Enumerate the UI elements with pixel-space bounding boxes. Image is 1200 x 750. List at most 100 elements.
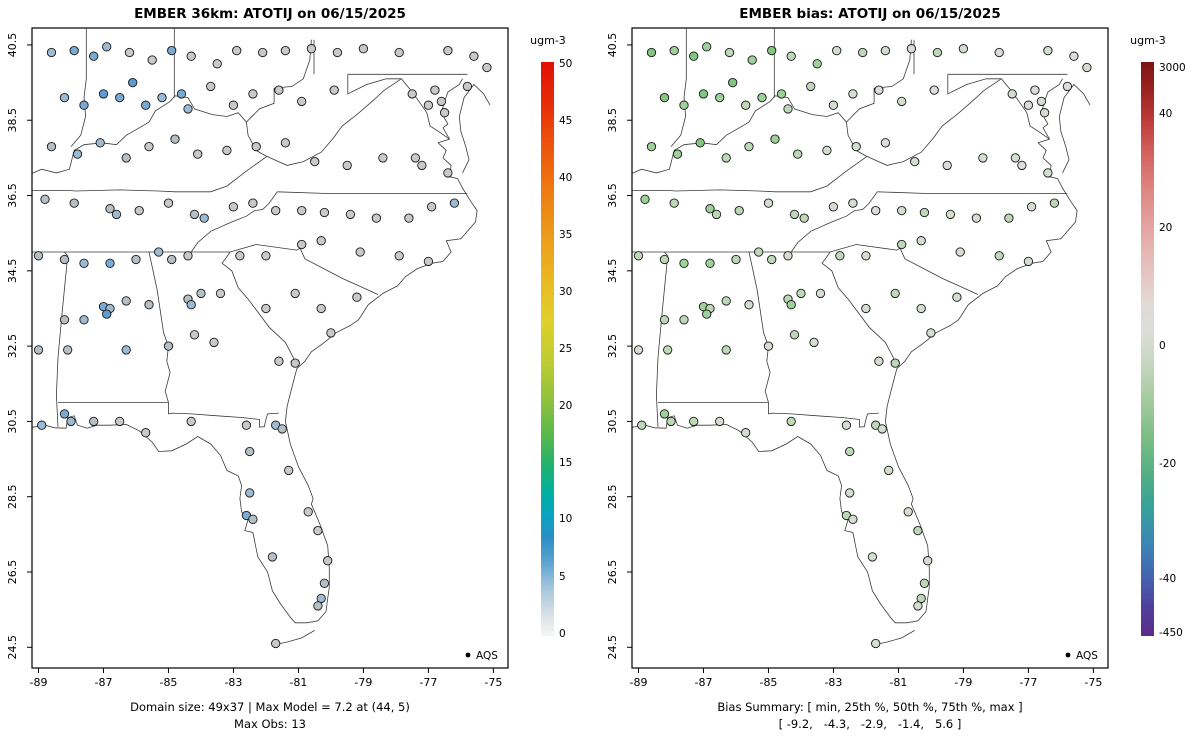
obs-point: [786, 51, 796, 61]
y-axis-tick-label: 26.5: [6, 560, 19, 585]
plot-box: [631, 27, 1109, 669]
obs-point: [228, 100, 239, 110]
obs-point: [715, 92, 725, 103]
obs-point: [212, 59, 222, 69]
obs-point: [329, 85, 339, 95]
state-border-line: [1058, 83, 1091, 174]
plot-box: [31, 27, 509, 669]
y-axis-tick-label: 28.5: [606, 484, 619, 509]
state-border-line: [458, 83, 491, 174]
obs-point: [783, 251, 793, 261]
obs-point: [731, 254, 741, 265]
state-border-line: [670, 28, 687, 147]
obs-point: [482, 62, 492, 73]
obs-point: [59, 254, 70, 265]
obs-point: [741, 100, 751, 110]
obs-point: [245, 446, 255, 457]
obs-point: [345, 209, 356, 220]
obs-point: [796, 288, 806, 299]
obs-point: [167, 45, 177, 56]
obs-point: [971, 213, 982, 223]
obs-point: [183, 251, 193, 261]
obs-point: [916, 236, 926, 246]
obs-point: [679, 100, 689, 110]
obs-point: [689, 416, 699, 427]
obs-point: [679, 258, 689, 268]
obs-point: [290, 288, 300, 299]
obs-point: [890, 358, 900, 368]
obs-point: [228, 202, 239, 212]
obs-point: [313, 525, 323, 536]
colorbar-title: ugm-3: [530, 34, 566, 47]
obs-point: [59, 92, 70, 103]
obs-point: [462, 81, 473, 92]
obs-point: [1023, 100, 1034, 110]
obs-point: [672, 149, 683, 159]
obs-point: [439, 108, 450, 118]
obs-point: [841, 420, 852, 430]
state-border-line: [221, 251, 296, 362]
obs-point: [994, 251, 1004, 261]
obs-point: [851, 141, 861, 152]
obs-point: [919, 207, 930, 218]
obs-point: [871, 205, 881, 216]
obs-point: [69, 45, 79, 56]
obs-point: [59, 315, 70, 325]
obs-point: [747, 55, 757, 65]
obs-point: [355, 247, 365, 257]
obs-point: [167, 254, 177, 265]
obs-point: [69, 198, 79, 208]
obs-point: [659, 254, 670, 265]
aqs-legend: AQS: [465, 650, 498, 662]
obs-point: [297, 239, 307, 250]
obs-point: [913, 601, 923, 611]
state-border-line: [70, 28, 87, 147]
y-axis-tick-label: 40.5: [6, 33, 19, 58]
obs-point: [763, 341, 774, 351]
obs-point: [176, 89, 187, 99]
obs-point: [33, 345, 44, 355]
x-axis-tick-label: -83: [824, 676, 842, 689]
obs-point: [994, 47, 1004, 58]
obs-point: [978, 153, 988, 163]
obs-point: [37, 420, 47, 430]
x-axis-tick-label: -79: [954, 676, 972, 689]
x-axis-tick-label: -89: [630, 676, 648, 689]
obs-point: [955, 247, 965, 257]
obs-point: [417, 160, 427, 171]
obs-point: [232, 45, 242, 56]
obs-point: [659, 409, 670, 419]
y-axis-tick-label: 30.5: [6, 409, 19, 434]
state-border-line: [791, 244, 979, 295]
state-border-line: [272, 630, 315, 646]
obs-point: [633, 345, 644, 355]
y-axis-tick-label: 36.5: [606, 183, 619, 208]
colorbar-tick-label: 20: [1159, 222, 1173, 235]
colorbar-tick-label: -450: [1159, 627, 1183, 640]
obs-point: [874, 356, 884, 366]
obs-point: [121, 153, 131, 163]
colorbar-tick-label: 40: [559, 171, 573, 184]
state-border-line: [277, 191, 468, 194]
obs-point: [358, 44, 369, 54]
obs-point: [932, 47, 943, 58]
state-border-line: [632, 78, 1078, 624]
aqs-legend-label: AQS: [1076, 650, 1098, 662]
obs-point: [449, 198, 460, 208]
obs-point: [134, 205, 144, 216]
obs-point: [426, 202, 437, 212]
obs-point: [884, 465, 894, 476]
obs-point: [46, 47, 57, 58]
obs-point: [40, 194, 50, 204]
obs-point: [919, 578, 930, 588]
colorbar-tick-label: 40: [1159, 107, 1173, 120]
obs-point: [128, 77, 138, 88]
x-axis-tick-label: -79: [354, 676, 372, 689]
obs-point: [848, 514, 858, 524]
obs-point: [1036, 96, 1047, 107]
obs-point: [189, 209, 200, 220]
obs-point: [196, 288, 206, 299]
obs-point: [741, 428, 751, 438]
obs-point: [637, 420, 647, 430]
obs-point: [248, 198, 258, 208]
